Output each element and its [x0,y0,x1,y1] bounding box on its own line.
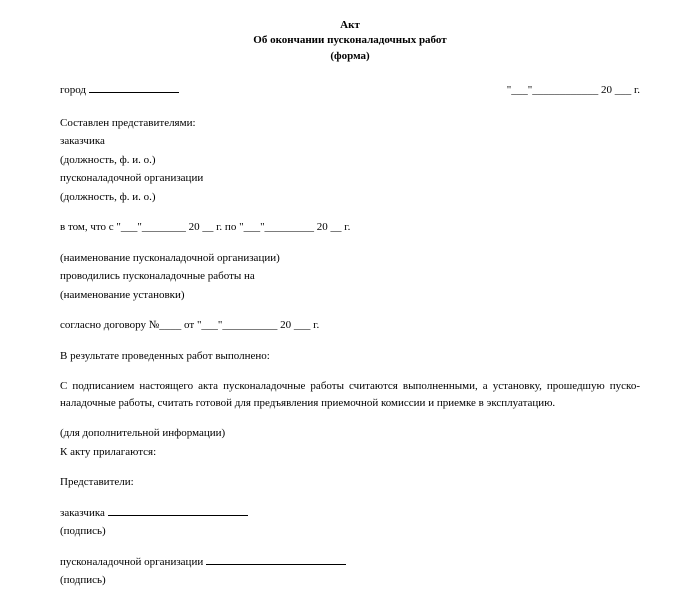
city-date-row: город "___"____________ 20 ___ г. [60,82,640,99]
city-field: город [60,82,179,99]
works-on: проводились пусконаладочные работы на [60,268,640,285]
customer-sign-label: заказчика [60,507,108,519]
city-blank [89,83,179,93]
org-signature-block: пусконаладочной организации (подпись) [60,554,640,589]
customer-sign-sub: (подпись) [60,523,640,540]
org-name-hint: (наименование пусконаладочной организаци… [60,250,640,267]
org-role-hint: (должность, ф. и. о.) [60,189,640,206]
attachments-label: К акту прилагаются: [60,444,640,461]
title-line3: (форма) [60,49,640,64]
title-line1: Акт [60,18,640,33]
composed-intro: Составлен представителями: [60,115,640,132]
installation-hint: (наименование установки) [60,287,640,304]
customer-sign-blank [108,506,248,516]
composed-by-block: Составлен представителями: заказчика (до… [60,115,640,206]
result-heading: В результате проведенных работ выполнено… [60,348,640,365]
org-sign-blank [206,555,346,565]
org-sign-label: пусконаладочной организации [60,556,206,568]
reps-heading: Представители: [60,474,640,491]
attachments-block: (для дополнительной информации) К акту п… [60,425,640,460]
document-title: Акт Об окончании пусконаладочных работ (… [60,18,640,64]
org-line: пусконаладочной организации [60,170,640,187]
period-line: в том, что с "___"________ 20 __ г. по "… [60,219,640,236]
customer-line: заказчика [60,133,640,150]
org-sign-sub: (подпись) [60,572,640,589]
customer-role-hint: (должность, ф. и. о.) [60,152,640,169]
customer-sign-line: заказчика [60,505,640,522]
addinfo-hint: (для дополнительной информации) [60,425,640,442]
customer-signature-block: заказчика (подпись) [60,505,640,540]
org-works-block: (наименование пусконаладочной организаци… [60,250,640,304]
city-label: город [60,84,89,96]
org-sign-line: пусконаладочной организации [60,554,640,571]
title-line2: Об окончании пусконаладочных работ [60,33,640,48]
conclusion-text: С подписанием настоящего акта пусконалад… [60,378,640,411]
top-date: "___"____________ 20 ___ г. [507,82,640,99]
contract-line: согласно договору №____ от "___"________… [60,317,640,334]
